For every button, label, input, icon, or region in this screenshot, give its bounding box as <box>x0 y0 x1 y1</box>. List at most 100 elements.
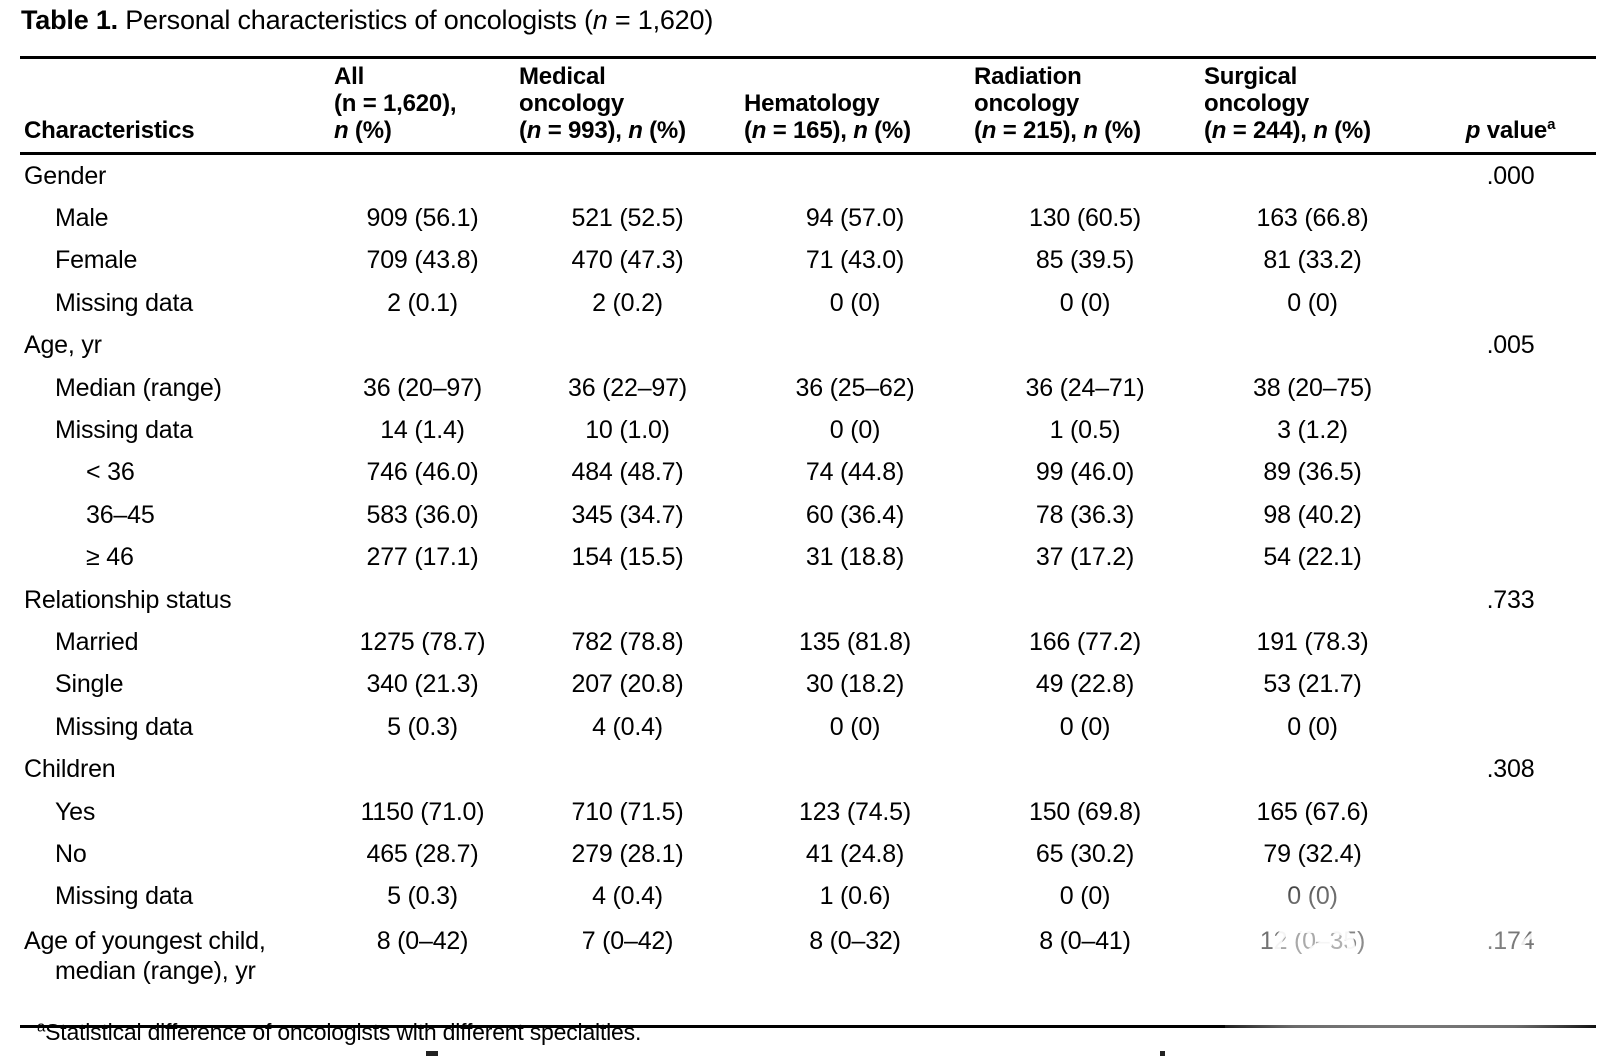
data-cell: 7 (0–42) <box>581 927 674 956</box>
data-cell <box>740 325 970 367</box>
table-row: Single 340 (21.3) 207 (20.8) 30 (18.2) 49 (2… <box>20 664 1596 706</box>
data-cell: 54 (22.1) <box>1263 543 1362 572</box>
table-body: Gender .000 Male 909 (56.1) 521 (52.5) 94 (57… <box>20 154 1596 1027</box>
row-label: Yes <box>55 797 96 826</box>
column-header-all: All (n = 1,620), n (%) <box>330 57 515 155</box>
data-cell: 0 (0) <box>1059 882 1111 911</box>
data-cell <box>330 748 515 790</box>
data-cell: 0 (0) <box>1287 882 1338 911</box>
row-label: Married <box>55 627 139 656</box>
data-cell: 207 (20.8) <box>571 670 684 699</box>
table-row: < 36 746 (46.0) 484 (48.7) 74 (44.8) 99 (46.… <box>20 452 1596 494</box>
table-row: Age of youngest child, median (range), yr… <box>20 918 1596 1027</box>
data-cell: 154 (15.5) <box>571 543 684 572</box>
row-label: Gender <box>24 161 107 190</box>
column-header-hematology: Hematology (n = 165), n (%) <box>740 57 970 155</box>
data-cell: 85 (39.5) <box>1035 246 1135 275</box>
data-cell: 163 (66.8) <box>1256 204 1369 233</box>
data-cell: 1 (0.6) <box>819 882 891 911</box>
table-row: Missing data 2 (0.1) 2 (0.2) 0 (0) 0 (0) 0 (0… <box>20 282 1596 324</box>
p-value-cell <box>1425 494 1596 536</box>
data-cell: 710 (71.5) <box>571 797 684 826</box>
data-cell: 0 (0) <box>1059 712 1111 741</box>
p-value-cell <box>1425 833 1596 875</box>
data-cell: 782 (78.8) <box>571 627 684 656</box>
data-cell: 166 (77.2) <box>1029 627 1141 656</box>
data-cell: 130 (60.5) <box>1029 204 1141 233</box>
data-cell: 135 (81.8) <box>799 627 911 656</box>
data-cell: 165 (67.6) <box>1256 797 1369 826</box>
data-cell: 0 (0) <box>829 416 881 445</box>
data-cell: 98 (40.2) <box>1263 500 1362 529</box>
data-cell: 8 (0–42) <box>376 927 469 956</box>
data-cell: 53 (21.7) <box>1263 670 1362 699</box>
data-cell: 345 (34.7) <box>571 500 684 529</box>
data-cell: 65 (30.2) <box>1035 839 1135 868</box>
row-label: ≥ 46 <box>86 543 134 572</box>
table-row: 36–45 583 (36.0) 345 (34.7) 60 (36.4) 78 (36… <box>20 494 1596 536</box>
table-row: Children .308 <box>20 748 1596 790</box>
column-header-surgical-oncology: Surgical oncology (n = 244), n (%) <box>1200 57 1425 155</box>
header-row: Characteristics All (n = 1,620), n (%) Medic… <box>20 57 1596 155</box>
row-label: 36–45 <box>86 500 155 529</box>
row-label: No <box>55 839 87 868</box>
data-cell: 1275 (78.7) <box>359 627 486 656</box>
data-cell <box>970 748 1200 790</box>
p-value-cell <box>1425 409 1596 451</box>
data-cell: 0 (0) <box>1287 288 1338 317</box>
table-row: Missing data 5 (0.3) 4 (0.4) 0 (0) 0 (0) 0 (0… <box>20 706 1596 748</box>
data-cell: 0 (0) <box>1059 288 1111 317</box>
data-cell: 5 (0.3) <box>387 882 458 911</box>
p-value-cell: .308 <box>1486 755 1535 784</box>
data-cell: 79 (32.4) <box>1263 839 1362 868</box>
data-cell <box>330 325 515 367</box>
table-row: No 465 (28.7) 279 (28.1) 41 (24.8) 65 (30.2)… <box>20 833 1596 875</box>
data-cell: 60 (36.4) <box>805 500 905 529</box>
data-cell: 470 (47.3) <box>571 246 684 275</box>
row-label: Male <box>55 204 109 233</box>
p-value-cell <box>1425 664 1596 706</box>
data-cell: 8 (0–32) <box>809 927 901 956</box>
data-cell <box>740 579 970 621</box>
data-cell: 74 (44.8) <box>805 458 905 487</box>
data-cell: 4 (0.4) <box>592 712 663 741</box>
data-cell <box>1200 325 1425 367</box>
cut-off-text-fragment <box>426 1051 438 1056</box>
p-value-cell: .000 <box>1486 161 1535 190</box>
p-value-cell: .005 <box>1486 331 1535 360</box>
data-cell <box>1200 748 1425 790</box>
column-header-medical-oncology: Medical oncology (n = 993), n (%) <box>515 57 740 155</box>
p-value-cell <box>1425 876 1596 918</box>
p-value-cell <box>1425 621 1596 663</box>
table-row: Age, yr .005 <box>20 325 1596 367</box>
data-cell: 8 (0–41) <box>1039 927 1131 956</box>
table-row: Relationship status .733 <box>20 579 1596 621</box>
p-value-cell <box>1425 706 1596 748</box>
data-cell <box>970 154 1200 198</box>
data-cell: 49 (22.8) <box>1035 670 1135 699</box>
data-cell: 10 (1.0) <box>585 416 670 445</box>
data-cell <box>740 748 970 790</box>
p-value-cell: .174 <box>1486 927 1535 956</box>
data-cell <box>515 579 740 621</box>
p-value-cell <box>1425 367 1596 409</box>
column-header-characteristics: Characteristics <box>20 57 330 155</box>
data-cell: 71 (43.0) <box>805 246 905 275</box>
data-cell: 78 (36.3) <box>1035 500 1135 529</box>
row-label: Missing data <box>55 712 193 741</box>
data-cell <box>515 748 740 790</box>
row-label: Children <box>24 755 116 784</box>
data-cell <box>330 154 515 198</box>
data-cell: 2 (0.2) <box>592 288 663 317</box>
data-cell: 746 (46.0) <box>366 458 479 487</box>
row-label: Missing data <box>55 288 193 317</box>
data-cell: 81 (33.2) <box>1263 246 1362 275</box>
table-footnote: aStatistical difference of oncologists w… <box>37 1018 642 1045</box>
data-cell: 36 (25–62) <box>795 373 915 402</box>
row-label: Female <box>55 246 138 275</box>
data-cell: 3 (1.2) <box>1277 416 1348 445</box>
p-value-cell <box>1425 537 1596 579</box>
row-label: Relationship status <box>24 585 232 614</box>
table-row: Yes 1150 (71.0) 710 (71.5) 123 (74.5) 150 (6… <box>20 791 1596 833</box>
row-label: Age, yr <box>24 331 102 360</box>
